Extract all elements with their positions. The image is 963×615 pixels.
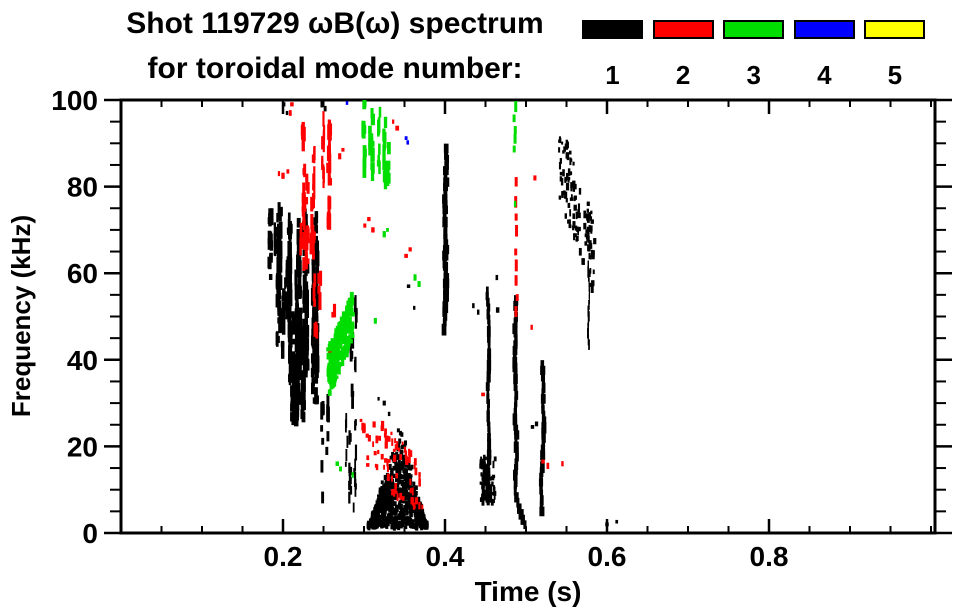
legend-swatch-4 [793,20,855,39]
y-tick-label-60: 60 [67,258,98,289]
legend-swatch-3 [723,20,785,39]
x-axis-label: Time (s) [474,576,582,607]
cluster-mode2-12 [299,111,333,271]
cluster-mode3-20 [512,101,518,153]
axes [104,98,952,535]
legend-label-2: 2 [675,60,691,90]
x-tick-label-0.4: 0.4 [426,541,465,572]
y-tick-label-80: 80 [67,172,98,203]
x-tick-label-0.6: 0.6 [588,541,627,572]
cluster-mode4-22 [345,101,410,145]
y-tick-label-40: 40 [67,345,98,376]
title-line2: for toroidal mode number: [147,52,523,85]
legend-swatch-5 [864,20,926,39]
title-line1: Shot 119729 ωB(ω) spectrum [126,7,544,40]
cluster-mode1-10 [587,260,590,350]
cluster-mode2-14 [359,418,424,510]
cluster-mode1-2 [320,295,358,513]
tick-labels: 0.2 0.4 0.6 0.8 0 20 40 60 80 100 [51,85,788,572]
x-tick-label-0.2: 0.2 [264,541,303,572]
legend-label-1: 1 [605,60,620,90]
y-axis-label: Frequency (kHz) [6,214,36,418]
legend-label-3: 3 [746,60,761,90]
y-tick-label-100: 100 [51,85,98,116]
cluster-mode1-1 [287,208,320,427]
x-tick-label-0.8: 0.8 [750,541,789,572]
legend-label-4: 4 [817,60,832,90]
cluster-mode3-17 [361,100,375,182]
y-tick-label-20: 20 [67,431,98,462]
cluster-mode2-13 [312,270,337,339]
cluster-mode1-6 [479,454,497,506]
cluster-mode1-9 [558,136,597,293]
cluster-mode1-11 [282,101,619,527]
legend-label-5: 5 [887,60,903,90]
legend-swatch-1 [582,20,643,39]
data-points [267,100,619,531]
cluster-mode1-0 [267,202,290,359]
y-tick-label-0: 0 [82,518,98,549]
cluster-mode1-7 [512,295,527,530]
cluster-mode1-3 [366,428,429,531]
cluster-mode1-4 [441,143,450,336]
cluster-mode3-18 [376,106,391,190]
legend-swatch-2 [652,20,714,39]
cluster-mode1-8 [538,360,547,517]
cluster-mode3-21 [335,200,517,478]
cluster-mode3-19 [326,291,355,396]
